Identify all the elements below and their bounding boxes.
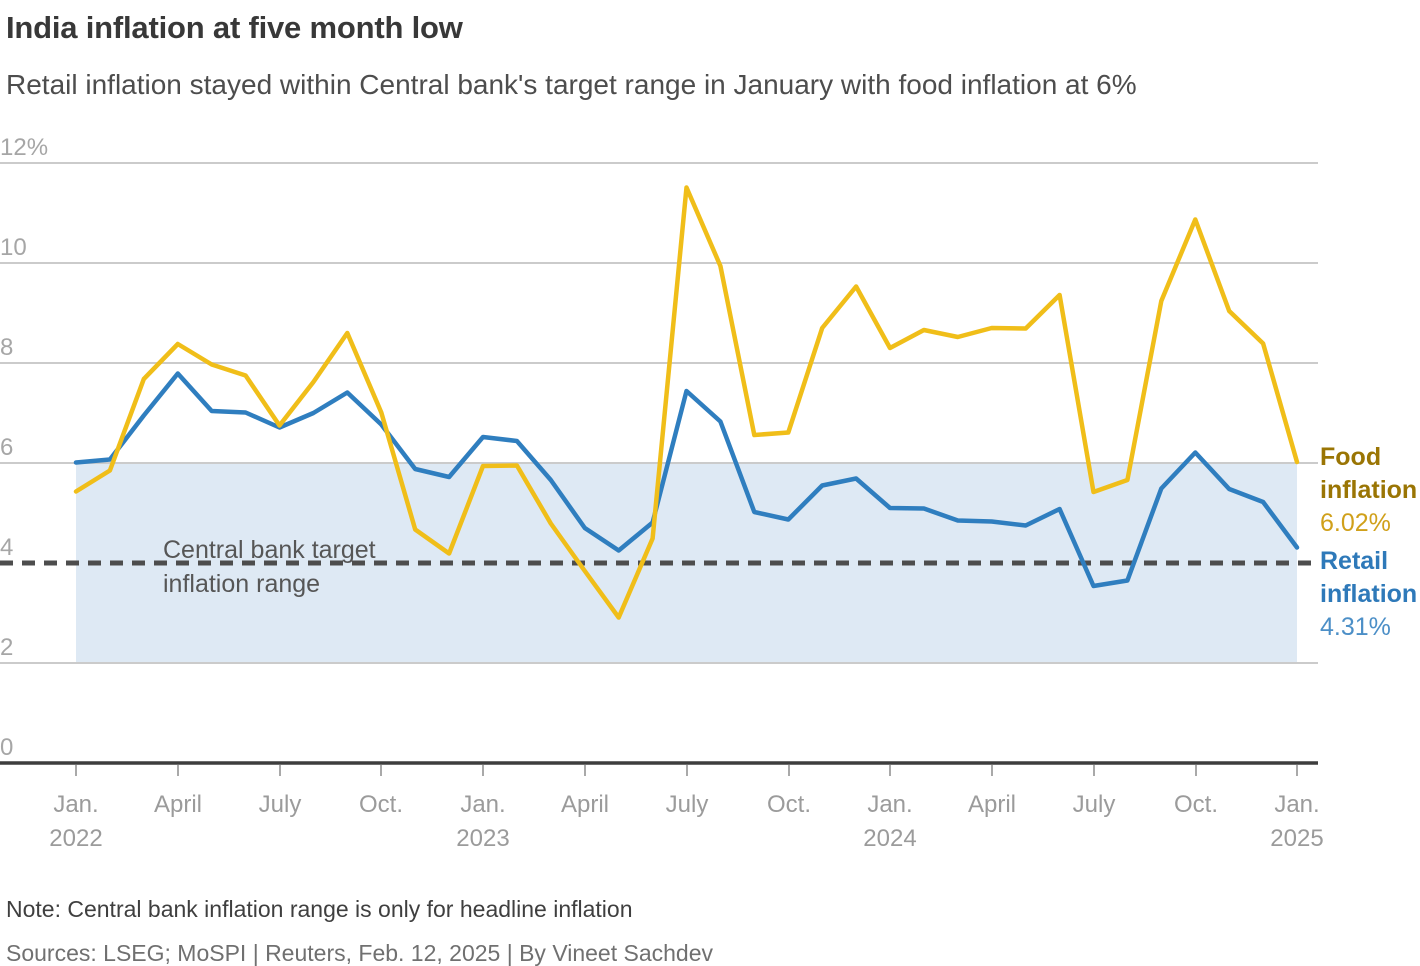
chart-subtitle: Retail inflation stayed within Central b… [6,69,1137,100]
legend-food-value: 6.02% [1320,509,1391,537]
x-axis-label-jul-2023: July [665,791,709,818]
y-axis-label-8: 8 [0,334,14,361]
chart-title: India inflation at five month low [6,10,463,45]
legend-retail-inflation: Retail inflation 4.31% [1320,545,1417,644]
x-axis-label-oct-2023: Oct. [766,791,811,818]
food-inflation-line [73,185,1300,620]
x-axis-label-jul-2024: July [1072,791,1116,818]
x-axis-label-jan-2023: Jan. 2023 [456,791,510,852]
x-axis-label-jul-2022: July [258,791,302,818]
legend-food-name-line2: inflation [1320,476,1418,504]
y-axis-label-10: 10 [0,234,27,261]
x-axis-label-apr-2023: April [560,791,609,818]
y-axis-label-12: 12% [0,134,49,161]
chart-sources: Sources: LSEG; MoSPI | Reuters, Feb. 12,… [6,940,714,966]
x-axis-label-jan-2022: Jan. 2022 [49,791,103,852]
x-axis-label-jan-2024: Jan. 2024 [863,791,917,852]
y-axis-label-0: 0 [0,734,14,761]
target-range-annotation: Central bank target inflation range [163,533,376,601]
target-range-annotation-line1: Central bank target [163,536,376,564]
legend-food-inflation: Food inflation 6.02% [1320,441,1417,540]
x-axis-label-oct-2024: Oct. [1173,791,1218,818]
x-axis-label-apr-2024: April [967,791,1016,818]
legend-retail-value: 4.31% [1320,613,1391,641]
target-range-annotation-line2: inflation range [163,570,321,598]
x-axis-label-apr-2022: April [153,791,202,818]
x-axis-label-jan-2025: Jan. 2025 [1270,791,1324,852]
legend-food-name-line1: Food [1320,443,1382,471]
y-axis-label-2: 2 [0,634,14,661]
y-axis-label-6: 6 [0,434,14,461]
x-axis-label-oct-2022: Oct. [358,791,403,818]
legend-retail-name-line1: Retail [1320,547,1389,575]
x-axis-ticks [75,765,1298,776]
legend-retail-name-line2: inflation [1320,580,1418,608]
chart-note: Note: Central bank inflation range is on… [6,896,633,922]
y-axis-label-4: 4 [0,534,14,561]
